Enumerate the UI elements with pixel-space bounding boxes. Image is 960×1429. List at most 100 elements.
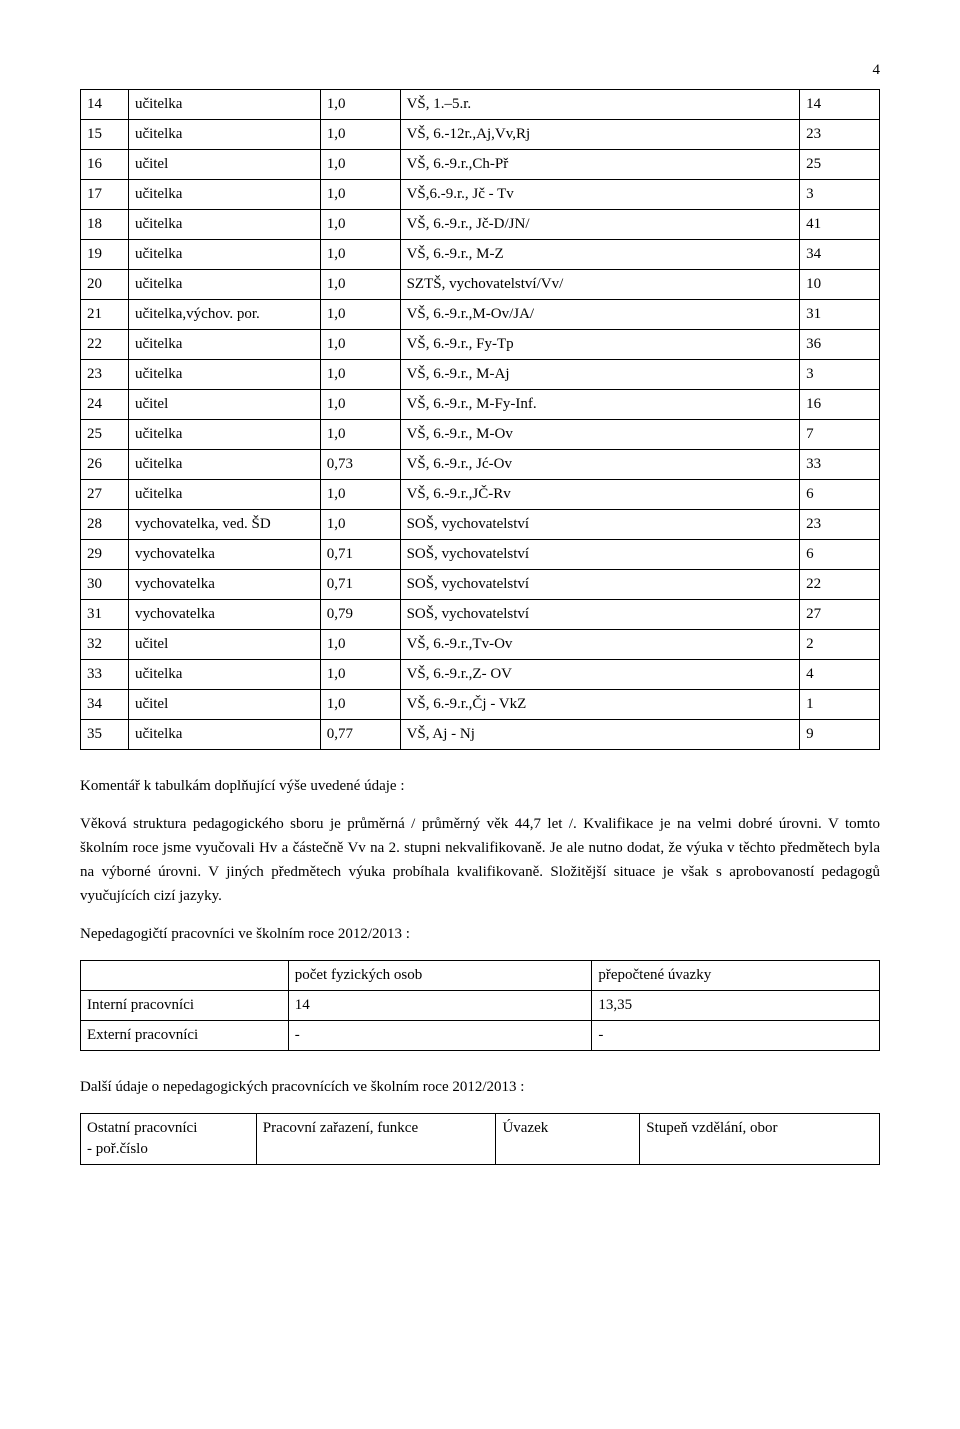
- table-cell: 32: [81, 630, 129, 660]
- table-cell: 30: [81, 570, 129, 600]
- table-row: 16učitel1,0VŠ, 6.-9.r.,Ch-Př25: [81, 150, 880, 180]
- table-cell: učitelka: [128, 450, 320, 480]
- table-row: 32učitel1,0VŠ, 6.-9.r.,Tv-Ov2: [81, 630, 880, 660]
- table-cell: 9: [800, 720, 880, 750]
- table-cell: 24: [81, 390, 129, 420]
- table-cell: učitelka: [128, 270, 320, 300]
- table-cell: učitelka: [128, 120, 320, 150]
- table-cell: 0,71: [320, 540, 400, 570]
- table-cell: 0,71: [320, 570, 400, 600]
- table-row: 27učitelka1,0VŠ, 6.-9.r.,JČ-Rv6: [81, 480, 880, 510]
- table-cell: vychovatelka, ved. ŠD: [128, 510, 320, 540]
- table-cell: 3: [800, 180, 880, 210]
- table-cell: 1,0: [320, 330, 400, 360]
- table-row: 25učitelka1,0VŠ, 6.-9.r., M-Ov7: [81, 420, 880, 450]
- table-cell: 16: [800, 390, 880, 420]
- table-row: 28vychovatelka, ved. ŠD1,0SOŠ, vychovate…: [81, 510, 880, 540]
- table-cell: 22: [81, 330, 129, 360]
- table-cell: VŠ, 6.-9.r.,Ch-Př: [400, 150, 800, 180]
- table-cell: 26: [81, 450, 129, 480]
- table-cell: Externí pracovníci: [81, 1021, 289, 1051]
- table-cell: učitelka: [128, 240, 320, 270]
- table-cell: 33: [800, 450, 880, 480]
- table-cell: 29: [81, 540, 129, 570]
- table-row: 35učitelka0,77VŠ, Aj - Nj9: [81, 720, 880, 750]
- table-cell: 1: [800, 690, 880, 720]
- teachers-table: 14učitelka1,0VŠ, 1.–5.r.1415učitelka1,0V…: [80, 89, 880, 750]
- table-cell: vychovatelka: [128, 540, 320, 570]
- table-cell: VŠ,6.-9.r., Jč - Tv: [400, 180, 800, 210]
- table-cell: VŠ, 6.-9.r., M-Z: [400, 240, 800, 270]
- table-cell: 1,0: [320, 660, 400, 690]
- table-cell: 33: [81, 660, 129, 690]
- table-cell: 23: [81, 360, 129, 390]
- table-cell: 25: [81, 420, 129, 450]
- table-cell: 15: [81, 120, 129, 150]
- table-cell: VŠ, 6.-9.r., Jć-Ov: [400, 450, 800, 480]
- table-cell: 34: [81, 690, 129, 720]
- table-cell: učitel: [128, 390, 320, 420]
- table-cell: 0,73: [320, 450, 400, 480]
- table-cell: VŠ, 6.-9.r.,JČ-Rv: [400, 480, 800, 510]
- table-cell: 2: [800, 630, 880, 660]
- table-row: 19učitelka1,0VŠ, 6.-9.r., M-Z34: [81, 240, 880, 270]
- table-cell: učitelka,výchov. por.: [128, 300, 320, 330]
- table-cell: učitelka: [128, 180, 320, 210]
- nonped-heading: Nepedagogičtí pracovníci ve školním roce…: [80, 922, 880, 946]
- table-cell: 4: [800, 660, 880, 690]
- table-cell: 10: [800, 270, 880, 300]
- table-cell: 18: [81, 210, 129, 240]
- table-cell: 1,0: [320, 270, 400, 300]
- table-cell: 27: [800, 600, 880, 630]
- table-cell: VŠ, 1.–5.r.: [400, 90, 800, 120]
- table-row: 22učitelka1,0VŠ, 6.-9.r., Fy-Tp36: [81, 330, 880, 360]
- table-row: 21učitelka,výchov. por.1,0VŠ, 6.-9.r.,M-…: [81, 300, 880, 330]
- table-cell: učitelka: [128, 330, 320, 360]
- table-cell: 35: [81, 720, 129, 750]
- table-cell: učitel: [128, 150, 320, 180]
- table-cell: VŠ, 6.-9.r., M-Ov: [400, 420, 800, 450]
- table-cell: 31: [800, 300, 880, 330]
- table-cell: -: [592, 1021, 880, 1051]
- table-cell: 6: [800, 480, 880, 510]
- table-cell: učitelka: [128, 90, 320, 120]
- table-cell: vychovatelka: [128, 600, 320, 630]
- table-cell: učitel: [128, 690, 320, 720]
- table-cell: VŠ, 6.-9.r.,Z- OV: [400, 660, 800, 690]
- table-cell: Pracovní zařazení, funkce: [256, 1114, 496, 1165]
- table-cell: učitelka: [128, 660, 320, 690]
- table-cell: 14: [81, 90, 129, 120]
- table-row: Externí pracovníci--: [81, 1021, 880, 1051]
- table-cell: 25: [800, 150, 880, 180]
- table-cell: 1,0: [320, 90, 400, 120]
- table-cell: VŠ, 6.-9.r., M-Fy-Inf.: [400, 390, 800, 420]
- table-cell: učitelka: [128, 420, 320, 450]
- table-cell: 20: [81, 270, 129, 300]
- nonped-table: počet fyzických osobpřepočtené úvazkyInt…: [80, 960, 880, 1051]
- table-cell: 28: [81, 510, 129, 540]
- table-cell: 1,0: [320, 630, 400, 660]
- table-cell: Stupeň vzdělání, obor: [640, 1114, 880, 1165]
- table-cell: Ostatní pracovníci- poř.číslo: [81, 1114, 257, 1165]
- table-cell: 1,0: [320, 390, 400, 420]
- table-row: 34učitel1,0VŠ, 6.-9.r.,Čj - VkZ1: [81, 690, 880, 720]
- table-cell: VŠ, Aj - Nj: [400, 720, 800, 750]
- table-cell: učitelka: [128, 210, 320, 240]
- table-cell: SOŠ, vychovatelství: [400, 600, 800, 630]
- table-cell: 1,0: [320, 210, 400, 240]
- table-cell: 7: [800, 420, 880, 450]
- table-cell: 1,0: [320, 480, 400, 510]
- table-row: Interní pracovníci1413,35: [81, 991, 880, 1021]
- table-row: 30vychovatelka0,71SOŠ, vychovatelství22: [81, 570, 880, 600]
- table-cell: 41: [800, 210, 880, 240]
- table-cell: 3: [800, 360, 880, 390]
- table-cell: 19: [81, 240, 129, 270]
- page-number: 4: [80, 60, 880, 81]
- table-cell: přepočtené úvazky: [592, 961, 880, 991]
- table-cell: 14: [800, 90, 880, 120]
- table-row: 14učitelka1,0VŠ, 1.–5.r.14: [81, 90, 880, 120]
- table-row: 26učitelka0,73VŠ, 6.-9.r., Jć-Ov33: [81, 450, 880, 480]
- table-cell: 27: [81, 480, 129, 510]
- table-cell: 23: [800, 120, 880, 150]
- table-cell: VŠ, 6.-9.r.,Tv-Ov: [400, 630, 800, 660]
